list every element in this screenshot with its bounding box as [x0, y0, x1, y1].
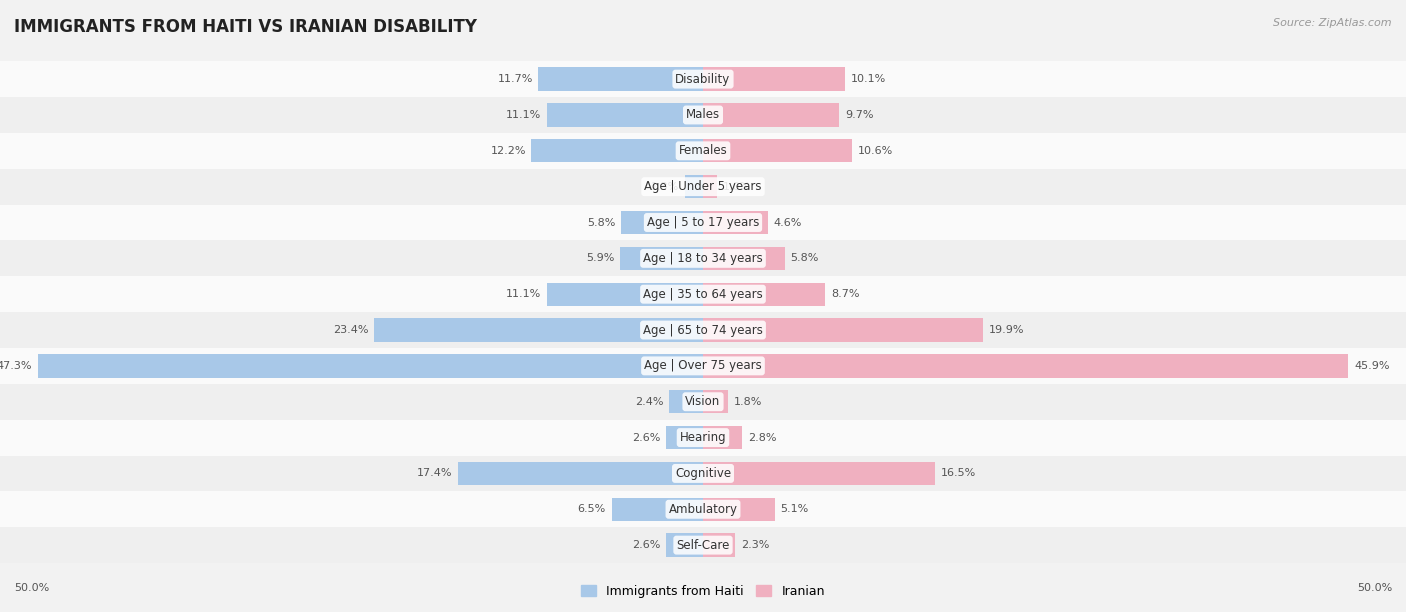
Bar: [0, 348, 1406, 384]
Text: Age | Over 75 years: Age | Over 75 years: [644, 359, 762, 372]
Text: Age | Under 5 years: Age | Under 5 years: [644, 180, 762, 193]
Bar: [703, 354, 1348, 378]
Text: 11.1%: 11.1%: [506, 110, 541, 120]
Bar: [703, 175, 717, 198]
Bar: [703, 283, 825, 306]
Bar: [538, 67, 703, 91]
Bar: [0, 312, 1406, 348]
Text: IMMIGRANTS FROM HAITI VS IRANIAN DISABILITY: IMMIGRANTS FROM HAITI VS IRANIAN DISABIL…: [14, 18, 477, 36]
Bar: [0, 276, 1406, 312]
Bar: [0, 420, 1406, 455]
Bar: [703, 390, 728, 413]
Bar: [669, 390, 703, 413]
Text: 4.6%: 4.6%: [773, 217, 801, 228]
Bar: [703, 534, 735, 557]
Bar: [0, 169, 1406, 204]
Bar: [547, 283, 703, 306]
Text: Age | 5 to 17 years: Age | 5 to 17 years: [647, 216, 759, 229]
Bar: [703, 462, 935, 485]
Text: Males: Males: [686, 108, 720, 121]
Bar: [685, 175, 703, 198]
Bar: [0, 455, 1406, 491]
Text: Disability: Disability: [675, 73, 731, 86]
Bar: [0, 491, 1406, 527]
Text: 11.1%: 11.1%: [506, 289, 541, 299]
Text: 17.4%: 17.4%: [418, 468, 453, 479]
Text: Self-Care: Self-Care: [676, 539, 730, 551]
Text: Age | 65 to 74 years: Age | 65 to 74 years: [643, 324, 763, 337]
Text: 10.1%: 10.1%: [851, 74, 886, 84]
Text: Females: Females: [679, 144, 727, 157]
Text: 10.6%: 10.6%: [858, 146, 893, 156]
Bar: [703, 103, 839, 127]
Text: Ambulatory: Ambulatory: [668, 503, 738, 516]
Bar: [612, 498, 703, 521]
Text: 5.8%: 5.8%: [588, 217, 616, 228]
Bar: [0, 61, 1406, 97]
Bar: [531, 139, 703, 162]
Text: 8.7%: 8.7%: [831, 289, 859, 299]
Bar: [703, 318, 983, 341]
Bar: [547, 103, 703, 127]
Text: 1.3%: 1.3%: [651, 182, 679, 192]
Text: 6.5%: 6.5%: [578, 504, 606, 514]
Bar: [0, 527, 1406, 563]
Text: 1.8%: 1.8%: [734, 397, 762, 407]
Bar: [0, 384, 1406, 420]
Text: 12.2%: 12.2%: [491, 146, 526, 156]
Text: 2.6%: 2.6%: [633, 540, 661, 550]
Text: 16.5%: 16.5%: [941, 468, 976, 479]
Text: 23.4%: 23.4%: [333, 325, 368, 335]
Bar: [703, 247, 785, 270]
Bar: [703, 426, 742, 449]
Bar: [620, 247, 703, 270]
Bar: [374, 318, 703, 341]
Text: 11.7%: 11.7%: [498, 74, 533, 84]
Bar: [703, 139, 852, 162]
Text: Hearing: Hearing: [679, 431, 727, 444]
Text: Age | 35 to 64 years: Age | 35 to 64 years: [643, 288, 763, 300]
Text: 50.0%: 50.0%: [14, 583, 49, 592]
Text: 45.9%: 45.9%: [1354, 361, 1389, 371]
Bar: [38, 354, 703, 378]
Bar: [0, 241, 1406, 276]
Text: 2.6%: 2.6%: [633, 433, 661, 442]
Text: 2.4%: 2.4%: [636, 397, 664, 407]
Text: Vision: Vision: [685, 395, 721, 408]
Text: 5.8%: 5.8%: [790, 253, 818, 263]
Bar: [0, 97, 1406, 133]
Bar: [0, 204, 1406, 241]
Text: 2.3%: 2.3%: [741, 540, 769, 550]
Text: Age | 18 to 34 years: Age | 18 to 34 years: [643, 252, 763, 265]
Text: Source: ZipAtlas.com: Source: ZipAtlas.com: [1274, 18, 1392, 28]
Text: Cognitive: Cognitive: [675, 467, 731, 480]
Bar: [703, 67, 845, 91]
Legend: Immigrants from Haiti, Iranian: Immigrants from Haiti, Iranian: [576, 580, 830, 603]
Text: 9.7%: 9.7%: [845, 110, 873, 120]
Text: 47.3%: 47.3%: [0, 361, 32, 371]
Bar: [666, 534, 703, 557]
Bar: [458, 462, 703, 485]
Bar: [703, 211, 768, 234]
Text: 5.1%: 5.1%: [780, 504, 808, 514]
Bar: [703, 498, 775, 521]
Bar: [0, 133, 1406, 169]
Text: 19.9%: 19.9%: [988, 325, 1024, 335]
Text: 5.9%: 5.9%: [586, 253, 614, 263]
Text: 1.0%: 1.0%: [723, 182, 751, 192]
Bar: [666, 426, 703, 449]
Text: 2.8%: 2.8%: [748, 433, 776, 442]
Bar: [621, 211, 703, 234]
Text: 50.0%: 50.0%: [1357, 583, 1392, 592]
